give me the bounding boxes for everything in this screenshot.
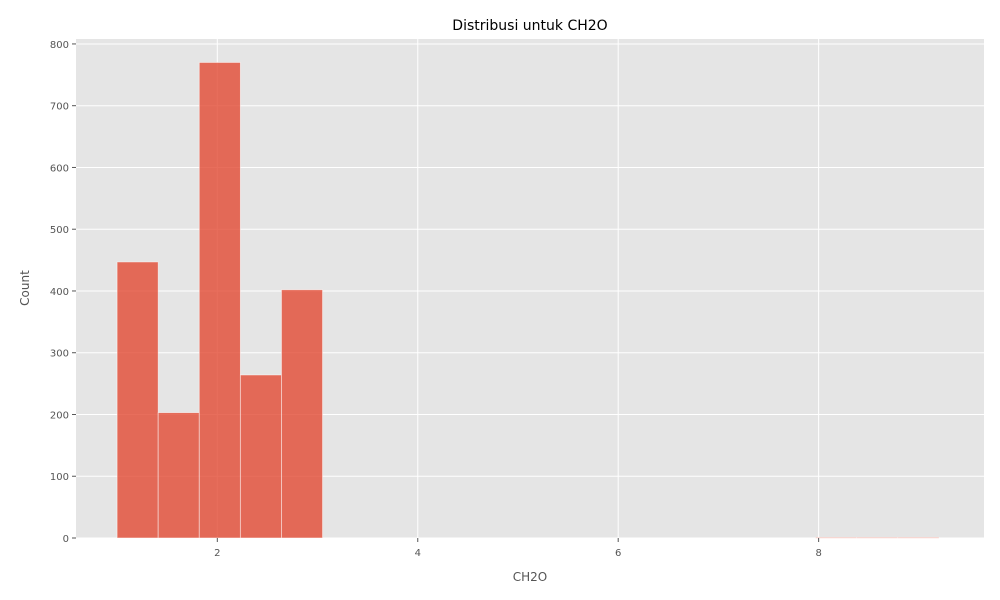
x-tick-label: 8 xyxy=(815,548,821,559)
y-axis-ticks: 0 100 200 300 400 500 600 700 800 xyxy=(50,40,76,545)
histogram-bar xyxy=(239,374,282,539)
histogram-bar xyxy=(281,289,323,539)
y-tick-label: 0 xyxy=(63,534,69,545)
x-tick-label: 4 xyxy=(415,548,421,559)
y-tick-label: 700 xyxy=(50,102,69,113)
histogram-bar xyxy=(116,261,159,539)
histogram-bar xyxy=(815,536,858,539)
histogram-bar xyxy=(198,62,241,539)
y-tick-label: 400 xyxy=(50,287,69,298)
histogram-bars xyxy=(116,62,940,539)
y-tick-label: 200 xyxy=(50,410,69,421)
y-tick-label: 800 xyxy=(50,40,69,51)
y-tick-label: 600 xyxy=(50,163,69,174)
y-tick-label: 500 xyxy=(50,225,69,236)
chart-title: Distribusi untuk CH2O xyxy=(452,18,607,34)
histogram-bar xyxy=(157,412,200,539)
x-axis-label: CH2O xyxy=(513,570,547,584)
y-tick-label: 300 xyxy=(50,349,69,360)
y-axis-label: Count xyxy=(18,270,32,306)
histogram-bar xyxy=(897,536,940,539)
histogram-bar xyxy=(856,536,899,539)
x-tick-label: 2 xyxy=(214,548,220,559)
x-axis-ticks: 2 4 6 8 xyxy=(214,538,822,559)
x-tick-label: 6 xyxy=(615,548,621,559)
y-tick-label: 100 xyxy=(50,472,69,483)
